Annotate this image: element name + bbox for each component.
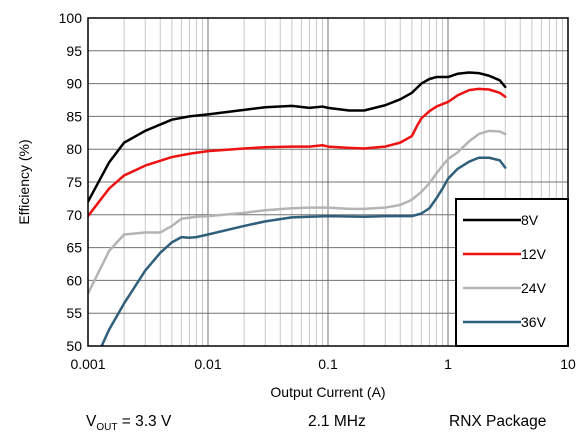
y-tick-label: 70 bbox=[66, 207, 82, 223]
y-tick-label: 80 bbox=[66, 141, 82, 157]
x-tick-label: 0.01 bbox=[194, 356, 221, 372]
caption-vout-symbol: V bbox=[86, 413, 97, 430]
caption-vout-value: = 3.3 V bbox=[117, 413, 172, 430]
y-tick-label: 95 bbox=[66, 43, 82, 59]
legend-label-36v: 36V bbox=[521, 314, 547, 330]
y-tick-label: 50 bbox=[66, 338, 82, 354]
series-line-12v bbox=[88, 87, 507, 218]
y-tick-label: 90 bbox=[66, 76, 82, 92]
caption-package: RNX Package bbox=[449, 413, 547, 430]
series-line-36v bbox=[100, 156, 507, 346]
plot-frame bbox=[87, 17, 569, 347]
x-tick-label: 10 bbox=[560, 356, 576, 372]
x-tick-label: 0.1 bbox=[318, 356, 338, 372]
x-tick-label: 0.001 bbox=[70, 356, 105, 372]
y-tick-label: 55 bbox=[66, 305, 82, 321]
y-tick-label: 65 bbox=[66, 240, 82, 256]
caption-vout-subscript: OUT bbox=[96, 422, 118, 434]
legend-label-12v: 12V bbox=[521, 246, 547, 262]
legend-label-24v: 24V bbox=[521, 280, 547, 296]
caption-vout: VOUT = 3.3 V bbox=[86, 413, 171, 433]
x-tick-label: 1 bbox=[444, 356, 452, 372]
y-tick-label: 100 bbox=[59, 10, 83, 26]
y-tick-label: 60 bbox=[66, 272, 82, 288]
x-axis-label: Output Current (A) bbox=[270, 384, 385, 400]
series-line-24v bbox=[88, 129, 507, 295]
legend-label-8v: 8V bbox=[521, 212, 539, 228]
y-tick-label: 85 bbox=[66, 108, 82, 124]
y-axis-label: Efficiency (%) bbox=[16, 139, 32, 224]
caption-frequency: 2.1 MHz bbox=[308, 413, 366, 430]
y-tick-label: 75 bbox=[66, 174, 82, 190]
series-line-8v bbox=[88, 71, 507, 203]
